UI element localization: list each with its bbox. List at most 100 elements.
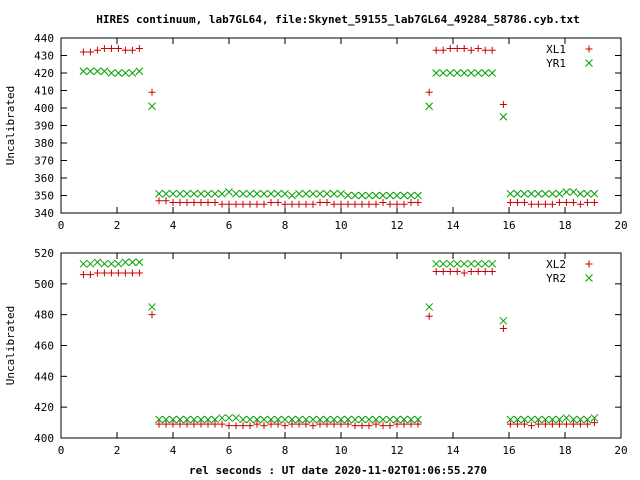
top-panel: Uncalibrated 0 2 4 6 8 10 12 14 16 18 20 340 350 360 3… [4,32,628,232]
xl1-point [590,199,598,206]
yr1-point [432,69,441,77]
bottom-xtick-label: 14 [446,444,460,457]
xl2-point [218,420,226,428]
yr1-point [135,67,144,76]
yr2-point [114,259,123,268]
xl2-point [344,420,352,428]
bottom-xtick-label: 6 [226,444,233,457]
bottom-ytick-label: 500 [34,278,54,291]
yr1-point [467,69,476,77]
yr1-point [481,69,490,77]
yr2-point [506,415,515,424]
xl2-point [114,269,122,277]
legend-label-xl2: XL2 [546,258,566,271]
yr2-point [176,415,184,424]
yr2-point [590,414,599,422]
bottom-panel: Uncalibrated 0 2 4 6 8 10 12 14 16 18 20 400 420 440 4… [4,247,628,457]
yr2-point [232,414,240,422]
top-xtick-label: 16 [502,219,515,232]
xl2-point [197,420,205,428]
yr2-point [225,414,233,422]
yr1-point [400,191,408,200]
yr1-point [393,191,401,200]
top-axis-ticks: 0 2 4 6 8 10 12 14 16 18 20 340 350 360 370 380 390 400 41… [34,32,628,232]
yr1-point [253,189,261,198]
yr2-point [562,414,571,422]
xl1-point [414,199,422,206]
yr2-point [162,415,170,424]
yr2-point [488,259,497,268]
yr2-point [288,415,296,424]
xl2-point [330,420,338,428]
top-ytick-label: 410 [34,85,54,98]
yr2-point [211,415,219,424]
top-ytick-label: 380 [34,137,54,150]
yr1-point [541,189,550,198]
xl2-point [583,420,591,428]
legend-marker-yr2 [585,274,593,282]
yr1-point [562,188,571,196]
yr2-point [460,259,469,268]
xl1-point [232,200,240,208]
yr2-point [190,415,198,424]
yr2-point [100,259,109,268]
top-xtick-label: 8 [282,219,289,232]
xl2-point [162,420,170,428]
yr2-point [323,415,331,424]
bottom-axis-ticks: 0 2 4 6 8 10 12 14 16 18 20 400 420 440 460 480 500 520 [34,247,628,457]
yr2-point [218,414,226,422]
yr2-point [253,415,261,424]
yr2-point [446,259,455,268]
xl2-point [474,268,482,275]
yr1-point [176,189,184,198]
xl2-point [453,268,461,275]
yr1-point [204,189,212,198]
xl2-point [425,312,433,320]
yr2-point [414,415,422,424]
xl2-point [253,420,261,428]
legend-marker-xl1 [585,45,593,53]
yr1-point [453,69,462,77]
xl1-point [211,199,219,206]
yr2-point [576,415,585,424]
xl2-point [351,422,359,430]
yr1-point [183,189,191,198]
xl2-point [534,420,542,428]
yr2-point [316,415,324,424]
xl1-point [358,200,366,208]
xl1-point [135,45,143,52]
yr2-point [155,415,163,424]
xl1-point [218,200,226,208]
xl1-point [506,199,514,206]
yr1-point [583,189,592,198]
yr2-point [569,415,578,424]
xl2-point [414,420,422,428]
yr1-point [446,69,455,77]
top-ylabel: Uncalibrated [4,86,17,165]
xl1-point [274,199,282,206]
xl1-point [155,197,163,205]
legend-label-yr2: YR2 [546,272,566,285]
xl2-point [590,419,598,427]
xl2-point [239,422,247,430]
xl2-point [365,422,373,430]
bottom-xtick-label: 18 [558,444,571,457]
xl2-point [439,268,447,275]
chart-title: HIRES continuum, lab7GL64, file:Skynet_5… [96,13,579,26]
bottom-marks [79,258,599,430]
yr2-point [393,415,401,424]
xl1-point [400,200,408,208]
xl2-point [393,420,401,428]
xl2-point [281,422,289,430]
xl1-point [527,200,535,208]
top-xtick-label: 10 [334,219,347,232]
xl2-point [513,420,521,428]
xl1-point [288,200,296,208]
xl2-point [488,268,496,275]
yr1-point [190,189,198,198]
xl1-point [197,199,205,206]
xl2-point [548,420,556,428]
xl1-point [323,199,331,206]
yr1-point [344,191,352,200]
xl2-point [569,420,577,428]
